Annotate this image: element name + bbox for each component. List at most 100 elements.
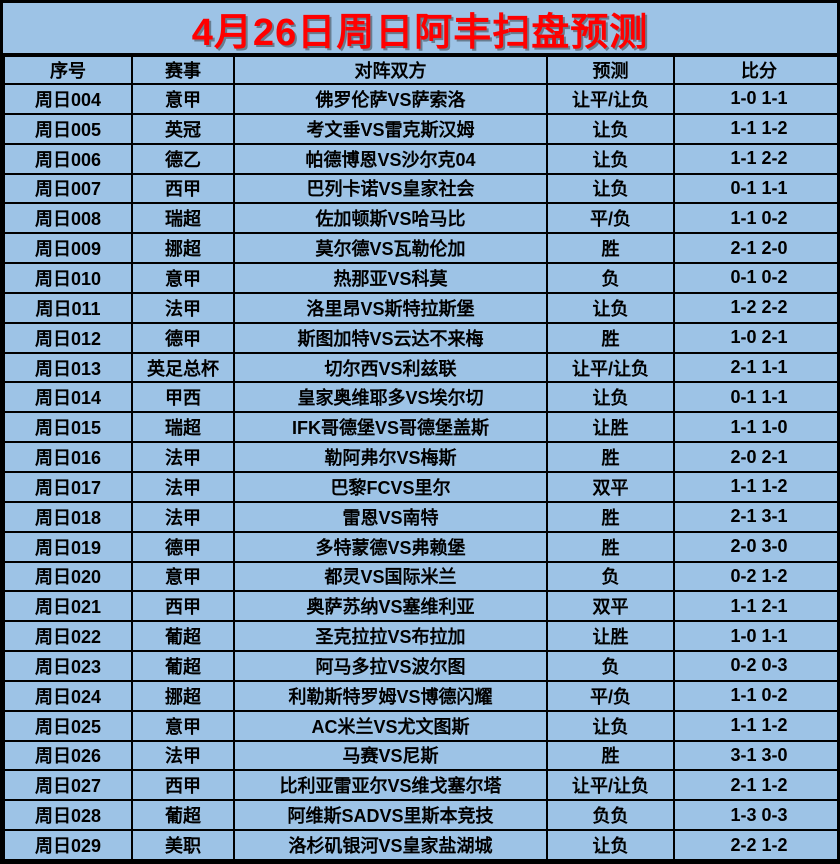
table-row: 周日014 甲西 皇家奥维耶多VS埃尔切 让负 0-1 1-1 [3,381,837,414]
cell-match: 圣克拉拉VS布拉加 [233,620,548,653]
column-header-score: 比分 [673,55,837,85]
cell-prediction: 让平/让负 [546,83,675,115]
cell-id: 周日025 [3,709,133,742]
table-row: 周日028 葡超 阿维斯SADVS里斯本竞技 负负 1-3 0-3 [3,799,837,832]
cell-prediction: 让胜 [546,620,675,653]
cell-prediction: 让负 [546,829,675,861]
cell-prediction: 让负 [546,142,675,175]
cell-score: 0-1 1-1 [673,381,837,414]
cell-league: 西甲 [131,769,235,802]
cell-match: 阿维斯SADVS里斯本竞技 [233,799,548,832]
cell-id: 周日005 [3,112,133,145]
cell-match: 莫尔德VS瓦勒伦加 [233,232,548,265]
cell-league: 德乙 [131,142,235,175]
cell-league: 西甲 [131,590,235,623]
cell-id: 周日007 [3,172,133,205]
table-row: 周日009 挪超 莫尔德VS瓦勒伦加胜 2-1 2-0 [3,232,837,265]
cell-score: 1-1 1-2 [673,470,837,503]
cell-id: 周日010 [3,262,133,294]
table-row: 周日017 法甲 巴黎FCVS里尔 双平 1-1 1-2 [3,470,837,503]
cell-prediction: 胜 [546,321,675,354]
cell-score: 2-2 1-2 [673,829,837,861]
cell-score: 2-1 3-1 [673,500,837,533]
cell-match: IFK哥德堡VS哥德堡盖斯 [233,411,548,444]
cell-league: 法甲 [131,470,235,503]
cell-prediction: 胜 [546,441,675,473]
cell-prediction: 平/负 [546,202,675,235]
cell-league: 挪超 [131,679,235,712]
cell-league: 葡超 [131,799,235,832]
column-header-id: 序号 [3,55,133,85]
cell-prediction: 负 [546,262,675,294]
cell-id: 周日009 [3,232,133,265]
prediction-table: 序号 赛事 对阵双方 预测 比分 周日004 意甲 佛罗伦萨VS萨索洛 让平/让负 1-… [3,55,837,861]
cell-prediction: 平/负 [546,679,675,712]
cell-match: 斯图加特VS云达不来梅 [233,321,548,354]
cell-score: 2-0 2-1 [673,441,837,473]
cell-score: 1-2 2-2 [673,291,837,324]
table-row: 周日023 葡超 阿马多拉VS波尔图负 0-2 0-3 [3,650,837,682]
column-header-match: 对阵双方 [233,55,548,85]
cell-match: 巴列卡诺VS皇家社会 [233,172,548,205]
cell-match: 洛杉矶银河VS皇家盐湖城 [233,829,548,861]
cell-match: 帕德博恩VS沙尔克04 [233,142,548,175]
cell-match: 洛里昂VS斯特拉斯堡 [233,291,548,324]
cell-score: 1-0 1-1 [673,620,837,653]
cell-id: 周日026 [3,739,133,772]
cell-score: 0-1 0-2 [673,262,837,294]
cell-match: 都灵VS国际米兰 [233,560,548,593]
page-title: 4月26日周日阿丰扫盘预测 [191,11,649,54]
cell-id: 周日004 [3,83,133,115]
cell-id: 周日013 [3,351,133,384]
cell-match: 热那亚VS科莫 [233,262,548,294]
cell-league: 法甲 [131,500,235,533]
column-header-prediction: 预测 [546,55,675,85]
cell-prediction: 让平/让负 [546,769,675,802]
cell-league: 挪超 [131,232,235,265]
cell-league: 英足总杯 [131,351,235,384]
cell-score: 2-0 3-0 [673,530,837,563]
cell-score: 2-1 1-2 [673,769,837,802]
cell-id: 周日024 [3,679,133,712]
table-row: 周日022 葡超 圣克拉拉VS布拉加 让胜 1-0 1-1 [3,620,837,653]
cell-match: 多特蒙德VS弗赖堡 [233,530,548,563]
cell-match: 佐加顿斯VS哈马比 [233,202,548,235]
cell-score: 1-1 1-0 [673,411,837,444]
cell-id: 周日021 [3,590,133,623]
cell-prediction: 让负 [546,112,675,145]
title-bar: 4月26日周日阿丰扫盘预测 [3,3,837,55]
table-row: 周日020 意甲 都灵VS国际米兰负 0-2 1-2 [3,560,837,593]
cell-id: 周日027 [3,769,133,802]
cell-score: 1-1 2-1 [673,590,837,623]
cell-league: 法甲 [131,441,235,473]
cell-score: 1-1 1-2 [673,112,837,145]
cell-prediction: 负负 [546,799,675,832]
cell-match: 切尔西VS利兹联 [233,351,548,384]
cell-prediction: 双平 [546,590,675,623]
cell-prediction: 让胜 [546,411,675,444]
cell-score: 1-0 2-1 [673,321,837,354]
cell-id: 周日016 [3,441,133,473]
cell-score: 2-1 2-0 [673,232,837,265]
cell-score: 1-1 0-2 [673,202,837,235]
cell-prediction: 让负 [546,709,675,742]
cell-prediction: 负 [546,650,675,682]
table-row: 周日029 美职 洛杉矶银河VS皇家盐湖城 让负 2-2 1-2 [3,829,837,861]
cell-prediction: 双平 [546,470,675,503]
cell-id: 周日023 [3,650,133,682]
table-row: 周日005 英冠 考文垂VS雷克斯汉姆 让负 1-1 1-2 [3,112,837,145]
cell-score: 1-1 1-2 [673,709,837,742]
table-row: 周日025 意甲 AC米兰VS尤文图斯 让负 1-1 1-2 [3,709,837,742]
table-row: 周日016 法甲 勒阿弗尔VS梅斯胜 2-0 2-1 [3,441,837,473]
cell-prediction: 胜 [546,739,675,772]
cell-league: 德甲 [131,530,235,563]
cell-league: 美职 [131,829,235,861]
cell-prediction: 胜 [546,232,675,265]
cell-prediction: 让负 [546,381,675,414]
cell-score: 1-3 0-3 [673,799,837,832]
cell-match: 阿马多拉VS波尔图 [233,650,548,682]
cell-match: 皇家奥维耶多VS埃尔切 [233,381,548,414]
cell-league: 英冠 [131,112,235,145]
cell-league: 瑞超 [131,411,235,444]
